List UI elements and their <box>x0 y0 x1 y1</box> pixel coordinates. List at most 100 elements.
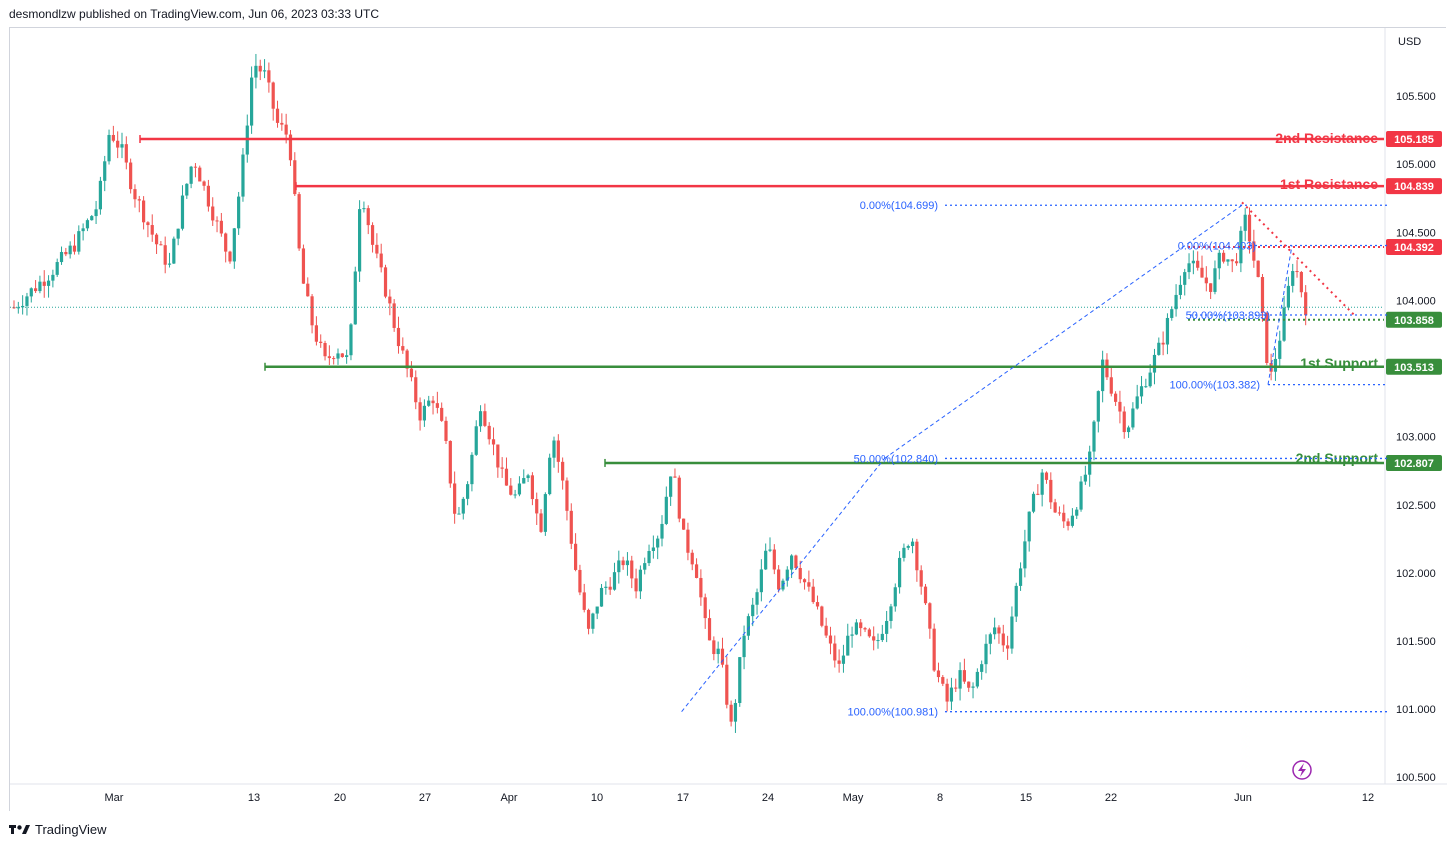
candle-body <box>574 543 578 570</box>
candle-body <box>1209 283 1213 292</box>
candle-body <box>1178 284 1182 295</box>
candle-body <box>1114 393 1118 402</box>
candle-body <box>81 228 85 232</box>
candle-body <box>1018 568 1023 586</box>
candle-body <box>837 660 841 664</box>
candle-body <box>271 82 275 109</box>
candle-body <box>1243 214 1247 231</box>
candle-body <box>543 494 547 532</box>
candle-body <box>1027 511 1031 542</box>
candle-body <box>1109 377 1113 394</box>
candle-body <box>280 122 284 125</box>
candle-body <box>1252 241 1256 261</box>
candle-body <box>643 563 647 570</box>
candle-body <box>154 234 159 245</box>
candle-body <box>980 664 984 672</box>
candle-body <box>241 154 245 197</box>
candle-body <box>1286 285 1290 308</box>
candle-body <box>453 483 457 514</box>
candle-body <box>198 167 202 182</box>
tradingview-logo-icon <box>9 823 31 835</box>
price-tag-bg <box>1386 358 1442 375</box>
candle-body <box>586 609 591 629</box>
candle-body <box>232 228 236 262</box>
candle-body <box>470 454 474 485</box>
candle-body <box>941 677 945 684</box>
candle-body <box>180 195 185 229</box>
candle-body <box>1023 541 1027 569</box>
candle-body <box>211 206 215 221</box>
candle-body <box>310 296 314 326</box>
candle-body <box>582 592 586 610</box>
candle-body <box>1144 386 1148 388</box>
candle-body <box>383 267 388 297</box>
candle-body <box>85 220 90 229</box>
chart-container[interactable]: USD 100.500 101.000 101.500 102.000 102.500 10… <box>9 27 1447 812</box>
candle-body <box>224 233 228 252</box>
candle-body <box>146 222 150 226</box>
candle-body <box>630 560 634 579</box>
candle-body <box>1183 272 1187 285</box>
candle-body <box>647 550 651 564</box>
candle-body <box>1260 277 1265 313</box>
candle-body <box>833 643 837 661</box>
candle-body <box>1139 386 1144 397</box>
candle-body <box>167 263 172 265</box>
candle-body <box>712 640 716 655</box>
candle-body <box>163 245 167 265</box>
price-chart[interactable]: USD 100.500 101.000 101.500 102.000 102.500 10… <box>10 28 1447 812</box>
candle-body <box>172 238 176 264</box>
candle-body <box>746 616 750 636</box>
candle-body <box>699 577 703 598</box>
candle-body <box>1131 408 1135 428</box>
candle-body <box>720 648 725 665</box>
price-tick-label: 100.500 <box>1396 772 1436 784</box>
candle-body <box>103 161 107 181</box>
candle-body <box>34 288 38 292</box>
candle-body <box>798 568 802 580</box>
candle-body <box>21 305 25 308</box>
level-title: 2nd Resistance <box>1275 130 1378 146</box>
fib-trend-line <box>681 458 885 712</box>
currency-label: USD <box>1398 36 1421 48</box>
candle-body <box>729 704 733 722</box>
candle-body <box>764 550 768 570</box>
candle-body <box>1174 294 1178 310</box>
candle-body <box>656 538 660 548</box>
candle-body <box>910 541 915 547</box>
candle-body <box>42 281 46 286</box>
candle-body <box>323 342 327 357</box>
candle-body <box>768 549 772 551</box>
candle-body <box>599 587 604 607</box>
footer: TradingView <box>9 820 107 838</box>
candle-body <box>634 578 638 592</box>
candle-body <box>608 586 612 590</box>
candle-body <box>794 555 798 569</box>
candle-body <box>703 597 707 619</box>
candle-body <box>64 251 68 255</box>
candle-body <box>1070 515 1074 526</box>
lightning-icon-bolt <box>1298 763 1306 777</box>
candle-body <box>68 245 72 255</box>
candle-body <box>353 271 357 325</box>
candle-body <box>293 160 297 195</box>
candle-body <box>802 579 807 583</box>
candle-body <box>461 498 465 514</box>
candle-body <box>526 475 530 479</box>
candle-body <box>142 200 146 223</box>
candle-body <box>859 622 863 629</box>
candle-body <box>1092 421 1096 452</box>
candle-body <box>396 327 401 347</box>
candle-body <box>219 220 223 234</box>
price-tick-label: 101.500 <box>1396 636 1436 648</box>
price-tag-bg <box>1386 178 1442 195</box>
candle-body <box>1066 521 1070 526</box>
candle-body <box>759 569 763 593</box>
candle-body <box>336 353 340 359</box>
price-tick-label: 105.500 <box>1396 91 1436 103</box>
candle-body <box>176 228 180 239</box>
time-tick-label: 27 <box>419 792 431 804</box>
candle-body <box>785 569 789 581</box>
candle-body <box>1126 427 1131 433</box>
price-tick-label: 103.000 <box>1396 432 1436 444</box>
